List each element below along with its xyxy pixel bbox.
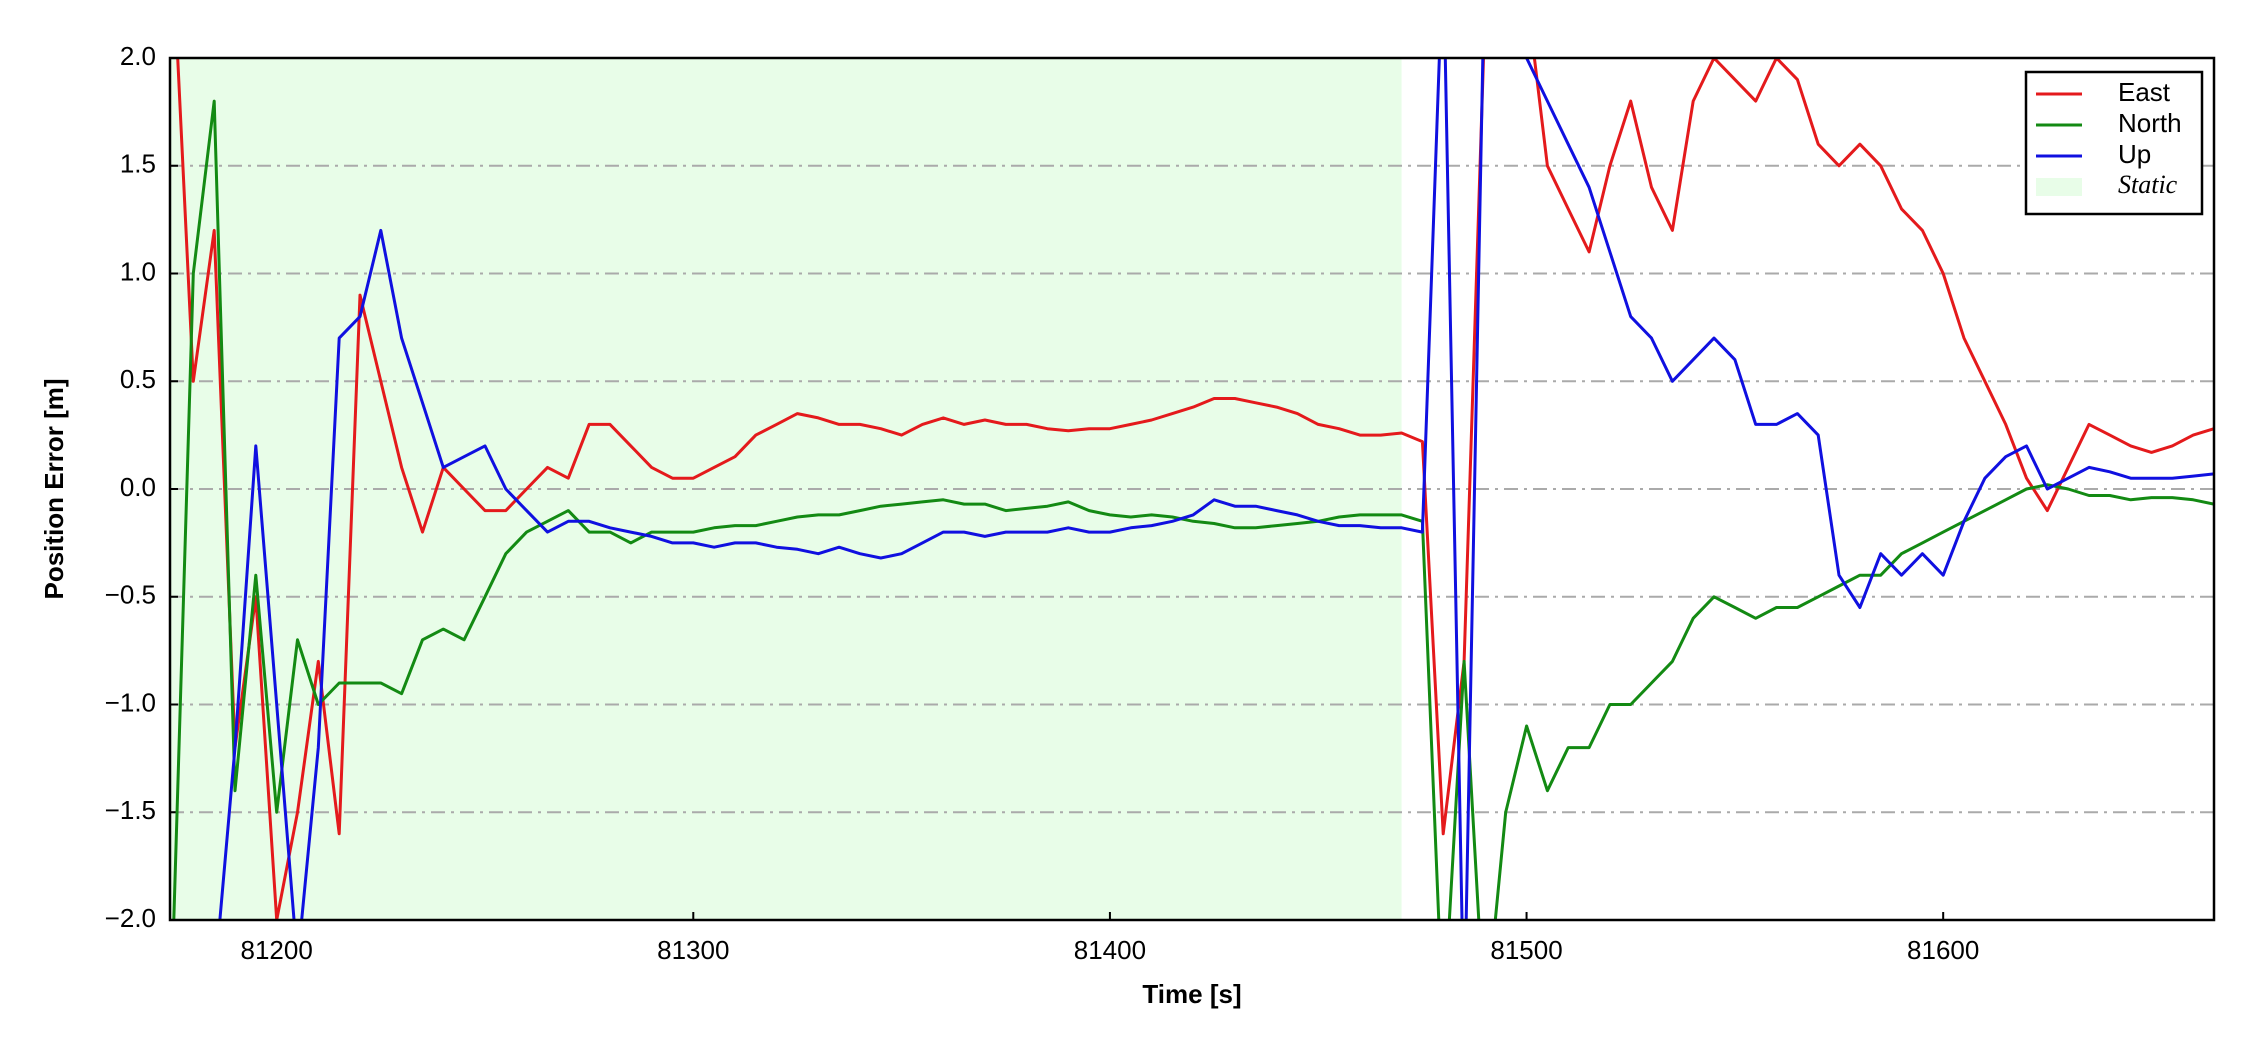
x-tick-label: 81400 (1074, 935, 1146, 965)
series-line (176, 58, 2214, 920)
legend-label: Static (2118, 170, 2178, 199)
series-line (218, 58, 2214, 920)
y-axis-label: Position Error [m] (39, 378, 69, 599)
plot-lines (172, 58, 2214, 920)
y-tick-label: 1.0 (120, 256, 156, 286)
y-tick-label: 1.5 (120, 149, 156, 179)
legend-label: Up (2118, 139, 2151, 169)
x-tick-label: 81600 (1907, 935, 1979, 965)
y-tick-label: −1.5 (105, 795, 156, 825)
y-tick-label: −1.0 (105, 687, 156, 717)
legend-label: East (2118, 77, 2171, 107)
y-tick-label: −0.5 (105, 580, 156, 610)
legend-swatch (2036, 178, 2082, 196)
legend-label: North (2118, 108, 2182, 138)
plot-frame (168, 56, 2216, 922)
y-tick-label: 0.5 (120, 364, 156, 394)
x-tick-label: 81200 (241, 935, 313, 965)
y-tick-label: 0.0 (120, 472, 156, 502)
x-tick-label: 81500 (1490, 935, 1562, 965)
x-axis-label: Time [s] (1142, 979, 1241, 1009)
y-tick-label: −2.0 (105, 903, 156, 933)
x-tick-label: 81300 (657, 935, 729, 965)
y-tick-label: 2.0 (120, 41, 156, 71)
